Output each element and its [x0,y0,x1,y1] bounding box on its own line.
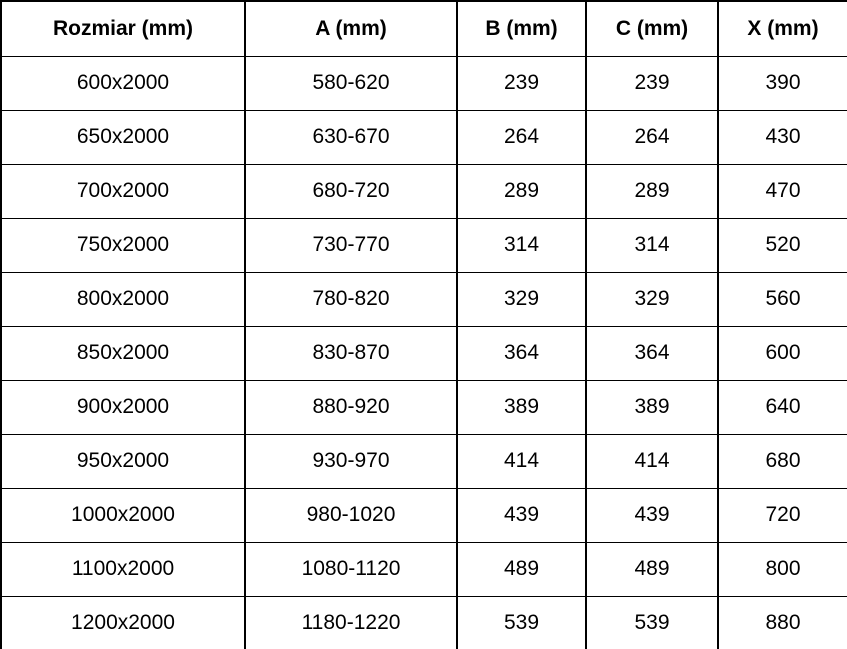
table-cell: 680 [717,433,847,489]
table-cell: 980-1020 [244,487,458,543]
table-cell: 680-720 [244,163,458,219]
table-cell: 289 [585,163,719,219]
table-cell: 239 [585,55,719,111]
table-cell: 364 [585,325,719,381]
table-cell: 264 [585,109,719,165]
table-cell: 439 [585,487,719,543]
table-cell: 850x2000 [0,325,246,381]
table-row: 750x2000 730-770 314 314 520 [0,217,847,273]
table-header: Rozmiar (mm) A (mm) B (mm) C (mm) X (mm) [0,0,847,57]
table-cell: 560 [717,271,847,327]
table-cell: 539 [456,595,587,649]
table-cell: 489 [456,541,587,597]
table-cell: 314 [585,217,719,273]
table-cell: 730-770 [244,217,458,273]
table-cell: 780-820 [244,271,458,327]
table-cell: 389 [456,379,587,435]
table-cell: 720 [717,487,847,543]
table-cell: 264 [456,109,587,165]
table-cell: 1100x2000 [0,541,246,597]
table-cell: 800x2000 [0,271,246,327]
table-cell: 650x2000 [0,109,246,165]
column-header: Rozmiar (mm) [0,0,246,57]
table-cell: 239 [456,55,587,111]
column-header: X (mm) [717,0,847,57]
table-cell: 880 [717,595,847,649]
table-cell: 1080-1120 [244,541,458,597]
table-cell: 439 [456,487,587,543]
table-row: 650x2000 630-670 264 264 430 [0,109,847,165]
table-row: 900x2000 880-920 389 389 640 [0,379,847,435]
table-cell: 430 [717,109,847,165]
table-cell: 600 [717,325,847,381]
table-cell: 314 [456,217,587,273]
table-row: 1200x2000 1180-1220 539 539 880 [0,595,847,649]
table-row: 850x2000 830-870 364 364 600 [0,325,847,381]
table-cell: 830-870 [244,325,458,381]
table-body: 600x2000 580-620 239 239 390 650x2000 630-670 2… [0,55,847,649]
table-cell: 1200x2000 [0,595,246,649]
table-cell: 489 [585,541,719,597]
table-row: 1000x2000 980-1020 439 439 720 [0,487,847,543]
table-cell: 289 [456,163,587,219]
table-cell: 389 [585,379,719,435]
header-row: Rozmiar (mm) A (mm) B (mm) C (mm) X (mm) [0,0,847,57]
table-cell: 930-970 [244,433,458,489]
table-cell: 900x2000 [0,379,246,435]
table-cell: 950x2000 [0,433,246,489]
table-cell: 1000x2000 [0,487,246,543]
table-cell: 364 [456,325,587,381]
table-cell: 750x2000 [0,217,246,273]
table-cell: 600x2000 [0,55,246,111]
table-row: 600x2000 580-620 239 239 390 [0,55,847,111]
table-cell: 414 [585,433,719,489]
table-cell: 800 [717,541,847,597]
table-cell: 640 [717,379,847,435]
table-cell: 390 [717,55,847,111]
table-cell: 470 [717,163,847,219]
column-header: A (mm) [244,0,458,57]
table-row: 800x2000 780-820 329 329 560 [0,271,847,327]
table-cell: 700x2000 [0,163,246,219]
table-cell: 414 [456,433,587,489]
table-cell: 329 [456,271,587,327]
column-header: C (mm) [585,0,719,57]
table-cell: 520 [717,217,847,273]
table-row: 700x2000 680-720 289 289 470 [0,163,847,219]
table-cell: 630-670 [244,109,458,165]
column-header: B (mm) [456,0,587,57]
table-cell: 580-620 [244,55,458,111]
table-cell: 539 [585,595,719,649]
table-cell: 880-920 [244,379,458,435]
table-row: 1100x2000 1080-1120 489 489 800 [0,541,847,597]
table-cell: 329 [585,271,719,327]
table-row: 950x2000 930-970 414 414 680 [0,433,847,489]
table-cell: 1180-1220 [244,595,458,649]
